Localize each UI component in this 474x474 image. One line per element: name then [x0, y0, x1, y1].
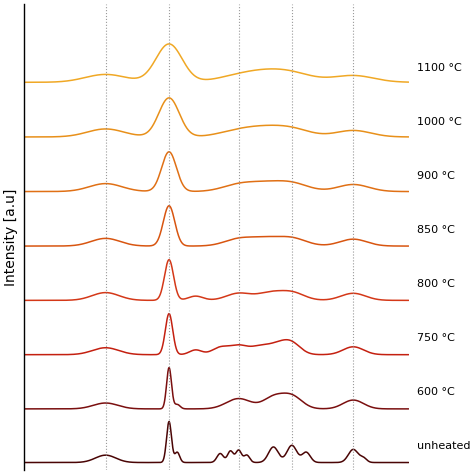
Text: 850 °C: 850 °C [417, 225, 455, 235]
Text: unheated: unheated [417, 441, 470, 451]
Text: 600 °C: 600 °C [417, 387, 455, 397]
Text: 750 °C: 750 °C [417, 333, 455, 343]
Text: 1000 °C: 1000 °C [417, 117, 462, 128]
Text: 1100 °C: 1100 °C [417, 64, 462, 73]
Y-axis label: Intensity [a.u]: Intensity [a.u] [4, 188, 18, 286]
Text: 800 °C: 800 °C [417, 279, 455, 289]
Text: 900 °C: 900 °C [417, 171, 455, 181]
